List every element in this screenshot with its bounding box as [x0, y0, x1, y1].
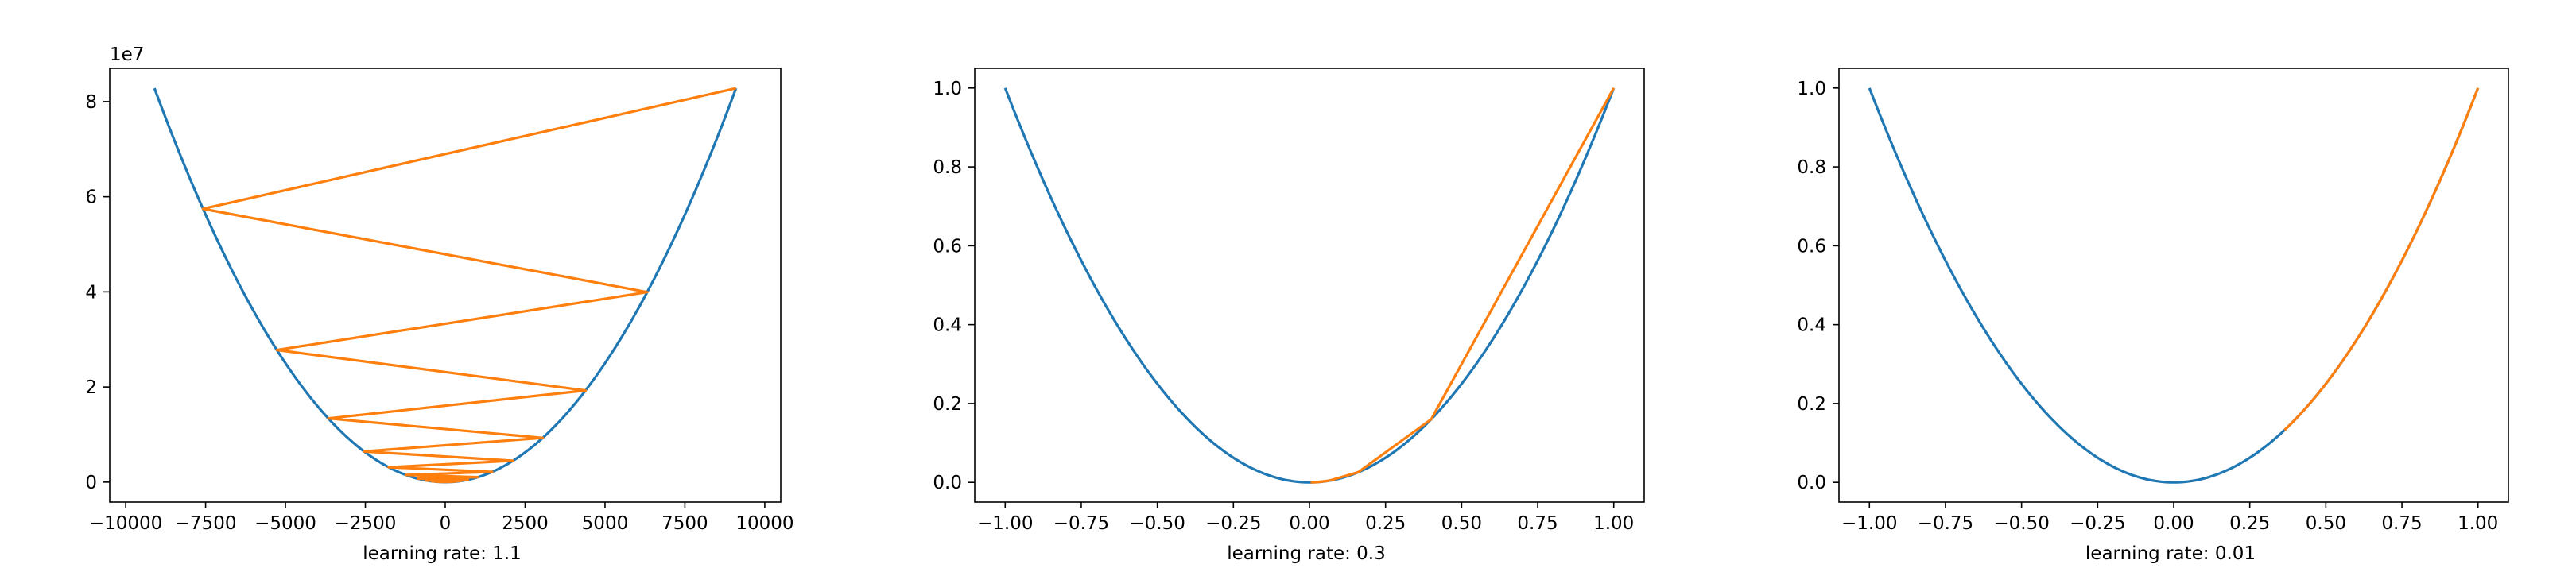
- x-tick-label: 0.25: [2229, 513, 2270, 534]
- x-tick-label: −1.00: [1841, 513, 1897, 534]
- y-tick-label: 0.0: [933, 473, 962, 493]
- x-tick-label: 1.00: [1593, 513, 1634, 534]
- y-tick-label: 6: [85, 187, 97, 208]
- descent-path-line: [1310, 87, 1616, 484]
- x-tick-label: 0.75: [1517, 513, 1558, 534]
- descent-path-line: [201, 87, 737, 484]
- loss-curve-line: [1003, 87, 1616, 484]
- y-tick-label: 0.6: [1797, 236, 1826, 257]
- x-tick-label: 1.00: [2458, 513, 2498, 534]
- x-tick-label: −0.75: [1053, 513, 1109, 534]
- y-tick-label: 0.0: [1797, 473, 1826, 493]
- x-tick-label: 0.00: [2153, 513, 2194, 534]
- x-tick-label: −0.50: [1129, 513, 1185, 534]
- x-tick-label: 0.75: [2381, 513, 2422, 534]
- y-tick-label: 0.2: [933, 394, 962, 415]
- y-tick-label: 0.8: [933, 157, 962, 178]
- x-tick-label: 10000: [735, 513, 793, 534]
- chart-lr-0-3: learning rate: 0.3 −1.00 −0.75 −0.50 −0.25 0…: [933, 68, 1645, 564]
- x-tick-label: −2500: [335, 513, 397, 534]
- x-tick-label: 0.25: [1365, 513, 1406, 534]
- x-axis-label: learning rate: 0.3: [1227, 543, 1386, 564]
- x-tick-label: 0.00: [1289, 513, 1329, 534]
- y-tick-label: 0: [85, 473, 97, 493]
- chart-lr-1-1: learning rate: 1.1 1e7 −10000 −7500 −5000−…: [85, 44, 793, 564]
- y-tick-label: 0.8: [1797, 157, 1826, 178]
- x-tick-label: −0.50: [1993, 513, 2049, 534]
- x-tick-label: 2500: [502, 513, 549, 534]
- x-tick-label: −5000: [254, 513, 316, 534]
- x-axis-label: learning rate: 1.1: [363, 543, 522, 564]
- x-tick-label: −10000: [89, 513, 162, 534]
- x-tick-label: −7500: [175, 513, 237, 534]
- x-axis-label: learning rate: 0.01: [2085, 543, 2256, 564]
- x-tick-label: −0.75: [1918, 513, 1973, 534]
- y-tick-label: 0.4: [1797, 315, 1826, 336]
- y-tick-label: 0.6: [933, 236, 962, 257]
- descent-path-line: [2283, 87, 2480, 431]
- y-tick-label: 2: [85, 377, 97, 398]
- x-tick-label: −0.25: [2070, 513, 2125, 534]
- y-tick-label: 4: [85, 282, 97, 303]
- y-tick-label: 0.2: [1797, 394, 1826, 415]
- x-tick-label: 0: [440, 513, 452, 534]
- x-tick-label: −0.25: [1205, 513, 1261, 534]
- x-tick-label: 0.50: [2306, 513, 2346, 534]
- chart-lr-0-01: learning rate: 0.01 −1.00 −0.75 −0.50 −0.25…: [1797, 68, 2509, 564]
- y-offset-label: 1e7: [110, 44, 144, 65]
- x-tick-label: 5000: [582, 513, 629, 534]
- y-tick-label: 1.0: [1797, 79, 1826, 99]
- y-tick-label: 0.4: [933, 315, 962, 336]
- y-tick-label: 1.0: [933, 79, 962, 99]
- x-tick-label: 7500: [661, 513, 708, 534]
- y-tick-label: 8: [85, 92, 97, 113]
- x-tick-label: 0.50: [1441, 513, 1482, 534]
- x-tick-label: −1.00: [977, 513, 1033, 534]
